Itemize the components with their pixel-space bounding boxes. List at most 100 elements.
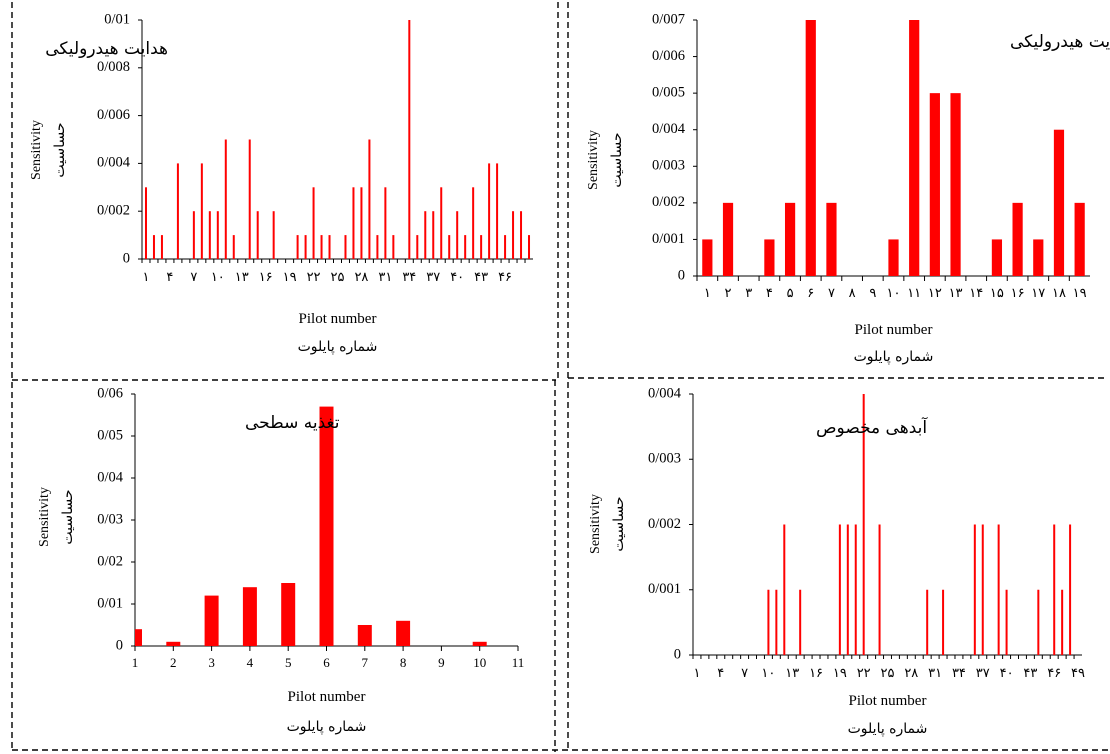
y-tick-label: 0/05 — [97, 427, 123, 443]
bar — [152, 235, 155, 259]
x-tick-label: ۴۰ — [450, 269, 464, 284]
bar — [304, 235, 307, 259]
bar — [312, 187, 315, 259]
x-axis-label-fa: شماره پایلوت — [848, 721, 928, 737]
chart-panel-1: 0 0/002 0/004 0/006 0/008 0/01 ۱ ۴ ۷ ۱۰ ۱۳ ۱۶ ۱۹ ۲۲ ۲۵… — [29, 11, 533, 355]
y-axis-label: Sensitivity — [586, 130, 601, 190]
bar — [878, 524, 881, 655]
x-tick-label: ۱۶ — [1011, 285, 1025, 300]
x-tick-label: ۱۹ — [833, 665, 847, 680]
x-tick-label: ۱۰ — [887, 285, 901, 300]
bar — [805, 20, 816, 276]
x-tick-label: ۴ — [717, 665, 724, 680]
bar — [488, 163, 491, 259]
y-tick-label: 0 — [678, 267, 685, 283]
x-tick-label: ۱۸ — [1052, 285, 1066, 300]
x-tick-label: ۵ — [787, 285, 794, 300]
bar — [862, 394, 865, 655]
x-tick-label: ۲۵ — [881, 665, 895, 680]
y-tick-label: 0/004 — [97, 155, 131, 171]
bar — [496, 163, 499, 259]
x-tick-label: 6 — [323, 655, 330, 670]
bar — [528, 235, 531, 259]
bar — [472, 641, 487, 646]
x-tick-label: ۱ — [693, 665, 700, 680]
bar — [1005, 589, 1008, 655]
y-tick-label: 0/003 — [652, 158, 685, 174]
y-axis-label: Sensitivity — [29, 120, 44, 180]
y-tick-label: 0/02 — [97, 553, 123, 569]
x-tick-label: 2 — [170, 655, 177, 670]
x-tick-label: ۴۳ — [474, 269, 488, 284]
y-tick-label: 0/007 — [652, 11, 685, 27]
bar — [320, 235, 323, 259]
y-tick-label: 0/004 — [648, 385, 682, 401]
x-tick-label: ۲۲ — [307, 269, 321, 284]
x-tick-label: 8 — [400, 655, 407, 670]
x-tick-label: ۱ — [704, 285, 711, 300]
x-tick-label: ۱۲ — [928, 285, 942, 300]
y-axis-label: Sensitivity — [37, 487, 52, 547]
bar — [166, 641, 181, 646]
x-tick-label: ۱۷ — [1031, 285, 1045, 300]
chart-title: هدایت هیدرولیکی — [45, 39, 168, 59]
x-tick-label: ۴۶ — [1047, 665, 1061, 680]
bar — [242, 587, 257, 646]
x-tick-label: ۱۵ — [990, 285, 1004, 300]
y-tick-label: 0 — [674, 646, 681, 662]
chart-title: آبدهی مخصوص — [816, 416, 928, 438]
x-tick-label: ۱۹ — [283, 269, 297, 284]
x-tick-label: ۱۰ — [761, 665, 775, 680]
bar — [1053, 129, 1065, 276]
bar — [950, 93, 961, 277]
bar — [368, 139, 371, 259]
bar — [799, 589, 802, 655]
bar — [775, 589, 778, 655]
x-tick-label: 3 — [208, 655, 215, 670]
x-tick-label: ۶ — [807, 285, 814, 300]
x-tick-label: ۱۰ — [211, 269, 225, 284]
bar — [424, 211, 427, 259]
x-tick-label: ۷ — [828, 285, 835, 300]
bar — [224, 139, 227, 259]
bar — [1053, 524, 1056, 655]
x-tick-label: ۱۹ — [1073, 285, 1087, 300]
x-axis-label: Pilot number — [288, 689, 366, 705]
bar — [1061, 589, 1064, 655]
x-tick-label: ۲۵ — [331, 269, 345, 284]
x-tick-label: ۴۹ — [1071, 665, 1085, 680]
bar — [248, 139, 251, 259]
bar — [396, 620, 411, 646]
x-tick-label: ۱۳ — [785, 665, 799, 680]
bar — [456, 211, 459, 259]
bar — [281, 583, 296, 646]
bar — [296, 235, 299, 259]
y-axis-label-fa: حساسیت — [611, 496, 627, 551]
x-tick-label: ۱۳ — [949, 285, 963, 300]
bar — [997, 524, 1000, 655]
bar — [360, 187, 363, 259]
x-tick-label: ۴۳ — [1023, 665, 1037, 680]
x-tick-label: ۱ — [142, 269, 149, 284]
x-tick-label: ۳۴ — [952, 665, 966, 680]
x-tick-label: ۳۷ — [426, 269, 440, 284]
bar — [888, 239, 899, 276]
y-tick-label: 0 — [116, 637, 123, 653]
y-tick-label: 0/002 — [97, 203, 130, 219]
bar — [204, 595, 219, 646]
bar — [472, 187, 475, 259]
x-axis-label: Pilot number — [849, 693, 927, 709]
bar — [192, 211, 195, 259]
x-tick-label: ۱۳ — [235, 269, 249, 284]
bar — [352, 187, 355, 259]
x-tick-label: ۹ — [869, 285, 876, 300]
bar — [926, 589, 929, 655]
x-axis-label: Pilot number — [855, 322, 933, 338]
x-tick-label: ۳۷ — [976, 665, 990, 680]
y-tick-label: 0/001 — [648, 581, 681, 597]
y-tick-label: 0/002 — [648, 516, 681, 532]
x-axis-label-fa: شماره پایلوت — [854, 349, 934, 365]
bar — [376, 235, 379, 259]
